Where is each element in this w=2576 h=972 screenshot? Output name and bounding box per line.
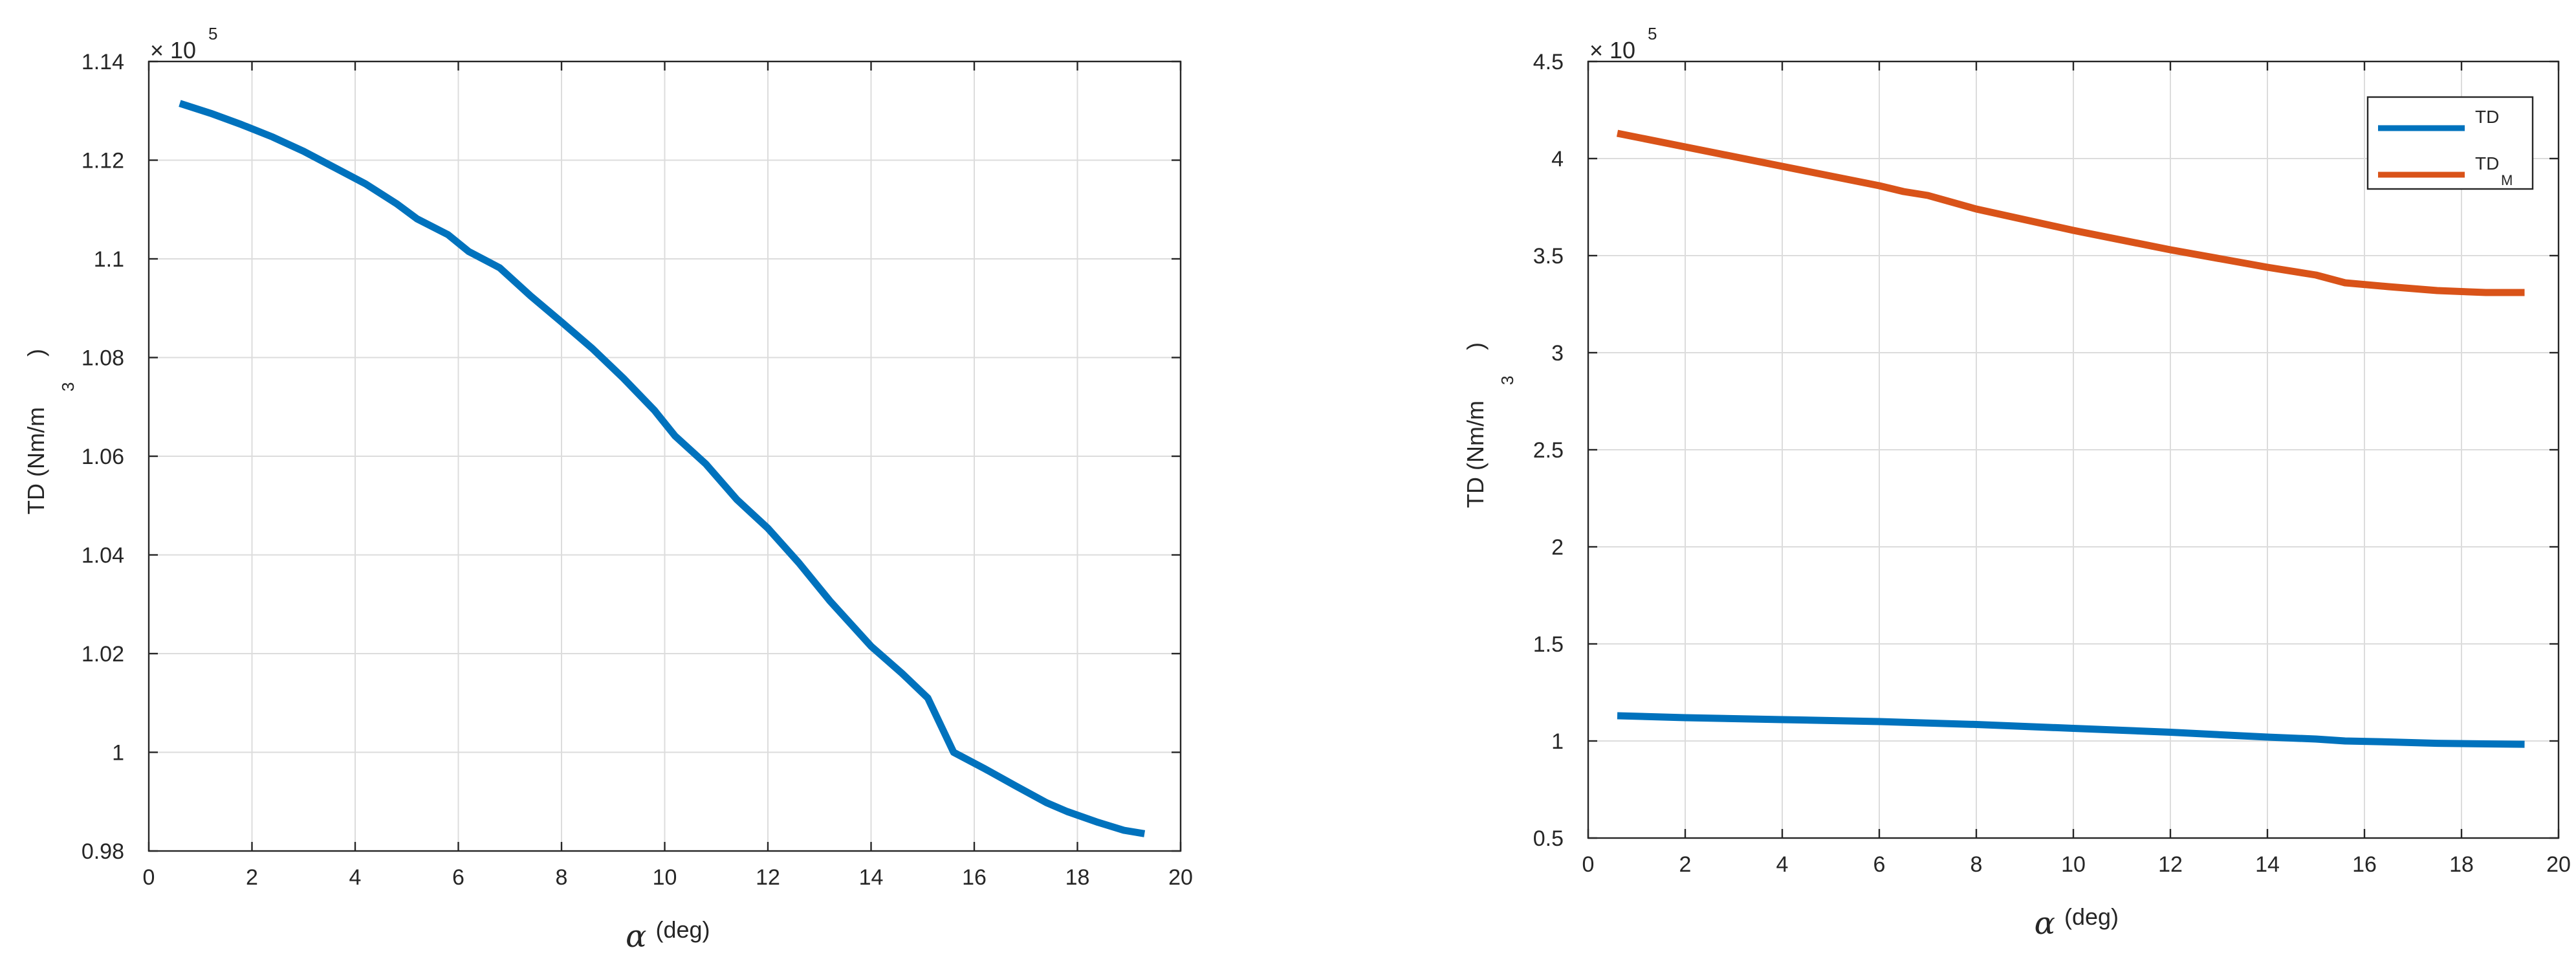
- x-tick-label: 8: [556, 865, 568, 890]
- x-tick-label: 18: [2449, 852, 2474, 877]
- y-tick-label: 1.12: [82, 149, 124, 173]
- y-tick-label: 4: [1551, 147, 1564, 171]
- x-axis-symbol: α: [626, 918, 646, 955]
- y-tick-label: 1.02: [82, 642, 124, 667]
- x-tick-label: 6: [1873, 852, 1886, 877]
- x-tick-label: 4: [1776, 852, 1789, 877]
- x-tick-label: 18: [1065, 865, 1090, 890]
- series-line-1: [1616, 129, 2525, 296]
- x-tick-label: 8: [1970, 852, 1983, 877]
- legend-label-1: TD: [2475, 153, 2499, 173]
- y-axis-sup: 3: [1498, 376, 1517, 385]
- y-axis-close: ): [1462, 342, 1489, 350]
- y-tick-label: 3.5: [1533, 244, 1564, 269]
- y-tick-label: 1.04: [82, 544, 124, 568]
- x-tick-label: 6: [452, 865, 464, 890]
- x-tick-label: 10: [2061, 852, 2086, 877]
- x-tick-label: 16: [2352, 852, 2377, 877]
- y-tick-label: 1: [112, 741, 124, 766]
- x-tick-label: 14: [859, 865, 884, 890]
- exponent-power: 5: [1648, 24, 1657, 43]
- axes-box: [147, 60, 1182, 852]
- y-axis-close: ): [23, 349, 49, 357]
- x-tick-label: 0: [143, 865, 155, 890]
- y-tick-label: 0.5: [1533, 826, 1564, 851]
- y-tick-label: 4.5: [1533, 50, 1564, 74]
- y-axis-text: TD (Nm/m: [1462, 401, 1489, 508]
- x-tick-label: 0: [1582, 852, 1595, 877]
- x-tick-label: 12: [2158, 852, 2183, 877]
- y-axis-text: TD (Nm/m: [23, 407, 49, 514]
- y-tick-label: 1.1: [94, 247, 124, 272]
- y-tick-label: 1.14: [82, 50, 124, 74]
- y-tick-label: 3: [1551, 341, 1564, 366]
- y-axis-label: TD (Nm/m 3): [23, 349, 78, 514]
- exponent-power: 5: [208, 24, 217, 43]
- x-tick-label: 20: [1168, 865, 1193, 890]
- y-tick-label: 1.5: [1533, 632, 1564, 657]
- y-tick-label: 2: [1551, 535, 1564, 560]
- y-tick-label: 1.06: [82, 445, 124, 469]
- series-line-0: [1617, 712, 2525, 748]
- y-axis-label: TD (Nm/m 3): [1462, 342, 1517, 508]
- y-tick-label: 1: [1551, 729, 1564, 754]
- y-tick-label: 1.08: [82, 346, 124, 371]
- exponent-label: × 10: [1589, 37, 1635, 63]
- legend-label-sub-1: M: [2501, 172, 2513, 188]
- y-axis-sup: 3: [58, 382, 78, 392]
- x-tick-label: 4: [349, 865, 362, 890]
- y-tick-label: 2.5: [1533, 438, 1564, 463]
- x-axis-unit: (deg): [2064, 903, 2119, 930]
- x-axis-symbol: α: [2035, 905, 2055, 942]
- series-line-0: [179, 100, 1146, 837]
- x-tick-label: 16: [962, 865, 987, 890]
- x-axis-unit: (deg): [656, 916, 710, 943]
- exponent-label: × 10: [150, 37, 196, 63]
- left-chart: 0 2 4 6 8 10 12 14 16 18 20 0.98 1 1.02 1.04 1.06 1.08 1.…: [23, 24, 1193, 955]
- x-tick-label: 10: [653, 865, 677, 890]
- x-tick-label: 12: [756, 865, 780, 890]
- x-tick-label: 2: [246, 865, 258, 890]
- x-tick-label: 14: [2255, 852, 2280, 877]
- x-tick-label: 2: [1679, 852, 1692, 877]
- right-chart: 0 2 4 6 8 10 12 14 16 18 20 0.5 1 1.5 2 2.5 3 3.5 4 4.5 × 10…: [1462, 24, 2571, 942]
- x-tick-label: 20: [2546, 852, 2571, 877]
- axes-box: [1587, 60, 2560, 839]
- y-tick-label: 0.98: [82, 839, 124, 864]
- legend-label-0: TD: [2475, 107, 2499, 127]
